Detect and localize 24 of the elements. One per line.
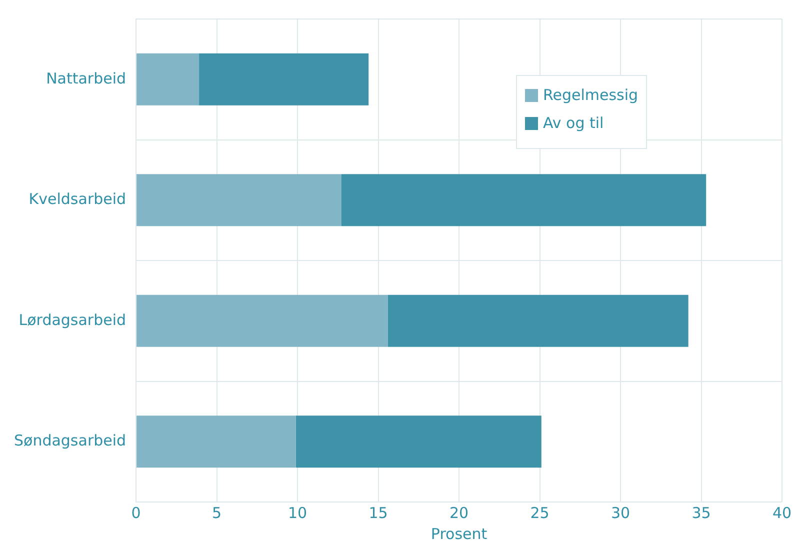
y-tick-label: Søndagsarbeid xyxy=(14,432,126,450)
x-tick-label: 30 xyxy=(610,504,630,522)
y-tick-label: Lørdagsarbeid xyxy=(18,310,126,329)
x-tick-label: 25 xyxy=(530,504,550,522)
x-tick-label: 15 xyxy=(368,504,388,522)
bar xyxy=(388,294,688,347)
x-axis-title: Prosent xyxy=(430,524,488,543)
y-tick-label: Nattarbeid xyxy=(46,69,126,88)
x-tick-label: 40 xyxy=(772,504,792,522)
legend-label: Regelmessig xyxy=(543,86,638,104)
bar xyxy=(136,174,342,226)
x-tick-label: 10 xyxy=(288,504,308,522)
y-tick-label: Kveldsarbeid xyxy=(28,190,126,208)
bar xyxy=(296,416,542,468)
bar xyxy=(136,53,200,106)
legend-label: Av og til xyxy=(543,114,604,132)
x-tick-label: 0 xyxy=(131,504,141,522)
x-tick-label: 35 xyxy=(692,504,711,522)
bar xyxy=(136,294,388,347)
bar xyxy=(341,174,706,226)
bar xyxy=(199,53,369,106)
bar xyxy=(136,416,296,468)
x-tick-label: 5 xyxy=(212,504,222,522)
x-tick-label: 20 xyxy=(449,504,469,522)
